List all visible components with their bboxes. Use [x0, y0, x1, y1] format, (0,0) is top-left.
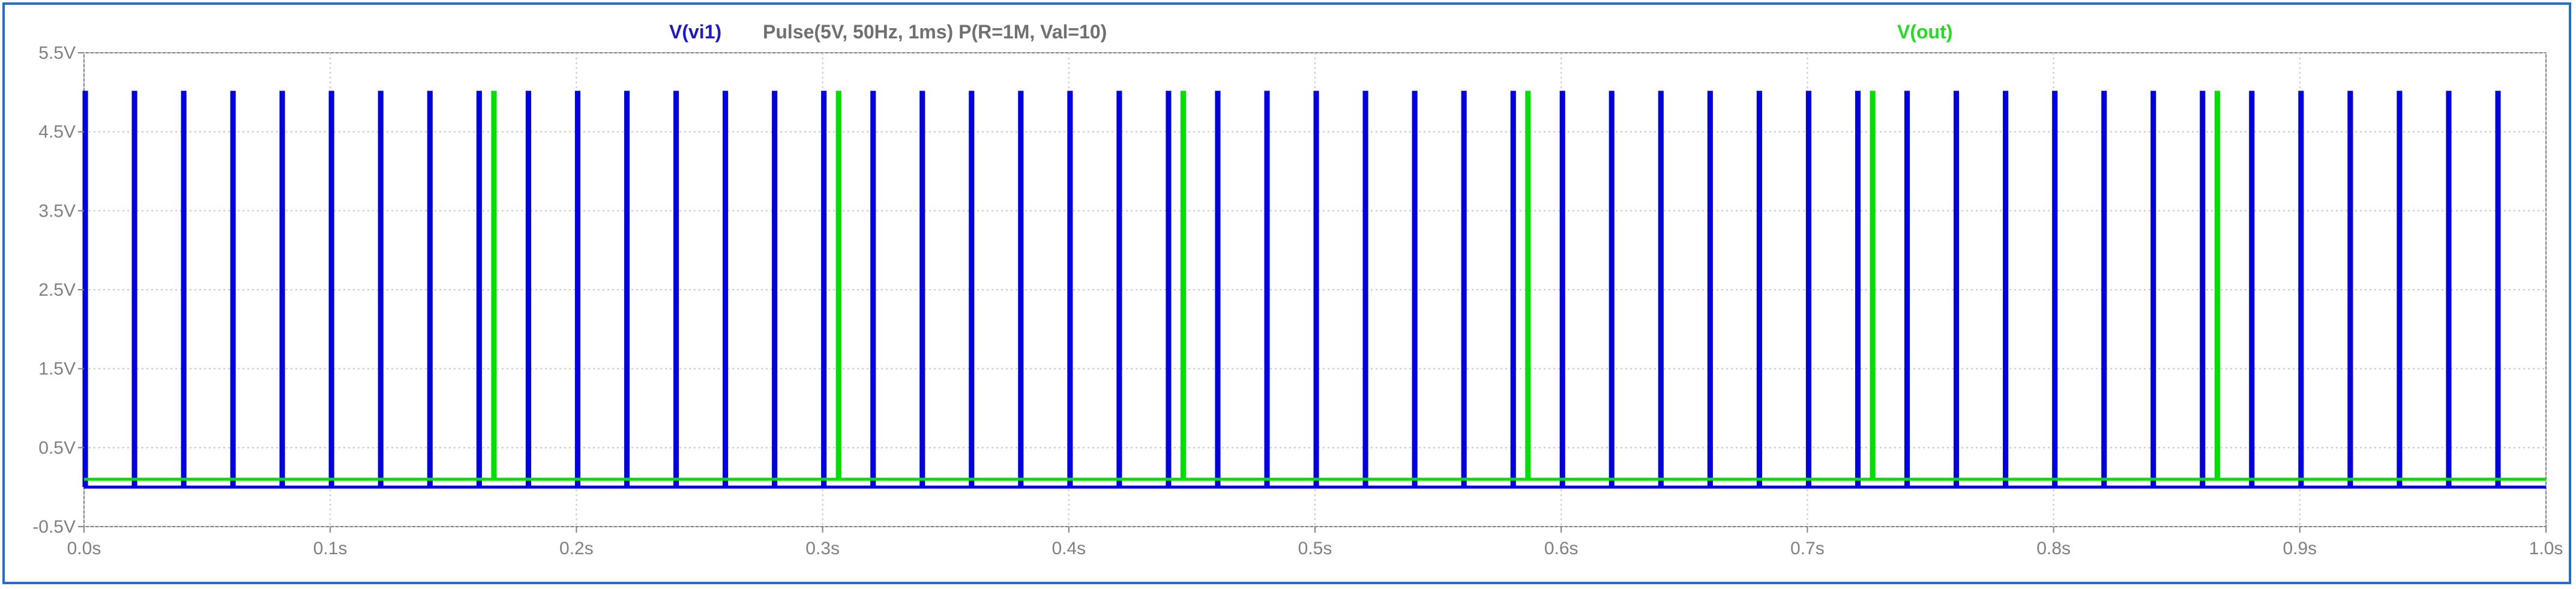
pulse-mark: [2150, 91, 2156, 488]
pulse-mark: [919, 91, 925, 488]
x-tick-label: 0.7s: [1790, 539, 1825, 558]
y-axis: -0.5V 0.5V 1.5V 2.5V 3.5V 4.5V 5.5V: [32, 43, 84, 537]
pulse-mark: [772, 91, 778, 488]
x-tick-label: 0.6s: [1544, 539, 1578, 558]
pulse-mark: [1264, 91, 1270, 488]
pulse-mark: [1707, 91, 1713, 488]
pulse-mark: [1510, 91, 1516, 488]
pulse-mark: [870, 91, 876, 488]
pulse-mark: [2200, 91, 2206, 488]
pulse-mark: [328, 91, 334, 488]
chart-directive-label: Pulse(5V, 50Hz, 1ms) P(R=1M, Val=10): [763, 21, 1107, 43]
pulse-mark: [835, 91, 841, 479]
pulse-mark: [131, 91, 137, 488]
y-tick-label: 0.5V: [38, 438, 76, 458]
y-tick-label: 2.5V: [38, 280, 76, 300]
pulse-mark: [2347, 91, 2353, 488]
pulse-mark: [279, 91, 285, 488]
pulse-mark: [1461, 91, 1467, 488]
traces: [82, 91, 2546, 489]
x-tick-label: 1.0s: [2529, 539, 2563, 558]
x-tick-label: 0.8s: [2036, 539, 2071, 558]
pulse-mark: [1559, 91, 1565, 488]
pulse-mark: [1870, 91, 1876, 479]
x-tick-label: 0.0s: [67, 539, 101, 558]
pulse-mark: [2397, 91, 2403, 488]
x-tick-label: 0.4s: [1052, 539, 1086, 558]
pulse-mark: [181, 91, 187, 488]
pulse-mark: [2495, 91, 2501, 488]
x-tick-label: 0.9s: [2283, 539, 2317, 558]
pulse-mark: [673, 91, 679, 488]
legend-out[interactable]: V(out): [1897, 21, 1952, 43]
pulse-mark: [2249, 91, 2255, 488]
pulse-mark: [427, 91, 433, 488]
pulse-mark: [1166, 91, 1172, 488]
y-tick-label: -0.5V: [32, 517, 76, 537]
pulse-mark: [1067, 91, 1073, 488]
pulse-mark: [2298, 91, 2304, 488]
y-tick-label: 3.5V: [38, 201, 76, 221]
x-tick-label: 0.2s: [559, 539, 594, 558]
pulse-mark: [624, 91, 630, 488]
x-tick-label: 0.1s: [313, 539, 348, 558]
legend-vi1[interactable]: V(vi1): [669, 21, 721, 43]
pulse-mark: [2052, 91, 2058, 488]
pulse-mark: [1018, 91, 1024, 488]
pulse-mark: [1116, 91, 1122, 488]
pulse-mark: [491, 91, 497, 479]
y-tick-label: 4.5V: [38, 122, 76, 142]
pulse-mark: [378, 91, 384, 488]
pulse-mark: [1904, 91, 1910, 488]
series-v-out-: [84, 91, 2546, 481]
pulse-mark: [574, 91, 581, 488]
pulse-mark: [82, 91, 88, 488]
pulse-mark: [821, 91, 827, 488]
y-tick-label: 5.5V: [38, 43, 76, 63]
y-tick-label: 1.5V: [38, 359, 76, 379]
pulse-mark: [2214, 91, 2220, 479]
pulse-mark: [230, 91, 236, 488]
pulse-mark: [1954, 91, 1960, 488]
pulse-mark: [1805, 91, 1812, 488]
pulse-mark: [969, 91, 975, 488]
pulse-mark: [2446, 91, 2452, 488]
x-axis: 0.0s 0.1s 0.2s 0.3s 0.4s 0.5s 0.6s 0.7s 0.8s 0.9s…: [67, 527, 2563, 558]
pulse-mark: [2003, 91, 2009, 488]
pulse-mark: [1756, 91, 1762, 488]
pulse-mark: [1412, 91, 1418, 488]
pulse-mark: [1313, 91, 1319, 488]
pulse-mark: [1608, 91, 1615, 488]
waveform-chart[interactable]: 0.0s 0.1s 0.2s 0.3s 0.4s 0.5s 0.6s 0.7s 0.8s 0.9s…: [5, 5, 2574, 587]
pulse-mark: [1215, 91, 1221, 488]
pulse-mark: [2101, 91, 2107, 488]
x-tick-label: 0.5s: [1298, 539, 1332, 558]
pulse-mark: [1362, 91, 1368, 488]
pulse-mark: [1658, 91, 1664, 488]
x-tick-label: 0.3s: [805, 539, 840, 558]
pulse-mark: [525, 91, 531, 488]
pulse-mark: [1525, 91, 1531, 479]
pulse-mark: [1180, 91, 1187, 479]
pulse-mark: [723, 91, 729, 488]
pulse-mark: [476, 91, 482, 488]
series-v-vi1-: [82, 91, 2546, 489]
pulse-mark: [1855, 91, 1861, 488]
